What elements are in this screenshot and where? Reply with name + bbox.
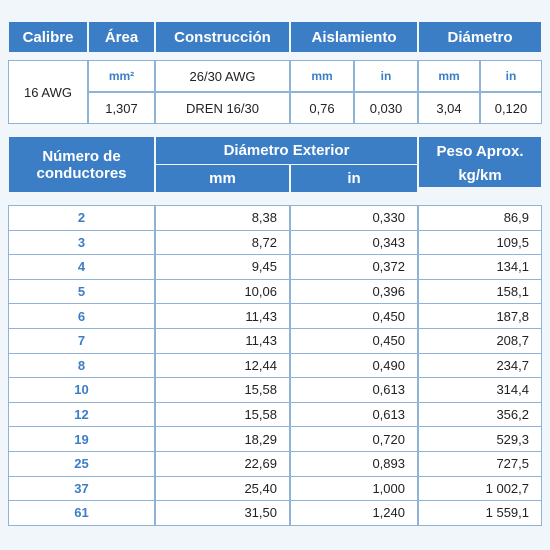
- conductor-count: 5: [8, 278, 155, 305]
- caliber: 16 AWG: [8, 60, 88, 124]
- row-value: 1 559,1: [418, 500, 542, 526]
- conductor-count: 12: [8, 401, 155, 428]
- row-value: 1 002,7: [418, 475, 542, 502]
- insulation-unit: in: [354, 60, 418, 92]
- row-value: 314,4: [418, 377, 542, 403]
- row-value: 31,50: [155, 500, 290, 526]
- conductor-count: 4: [8, 254, 155, 280]
- area-unit: mm²: [88, 60, 155, 92]
- row-value: 234,7: [418, 352, 542, 379]
- conductor-count: 10: [8, 377, 155, 403]
- conductor-count: 2: [8, 205, 155, 231]
- row-value: 727,5: [418, 451, 542, 477]
- weight-unit: kg/km: [419, 163, 541, 187]
- row-value: 134,1: [418, 254, 542, 280]
- insulation-unit: mm: [290, 60, 354, 92]
- conductor-count: 7: [8, 328, 155, 354]
- row-value: 0,450: [290, 328, 418, 354]
- row-value: 0,372: [290, 254, 418, 280]
- spec-header: Construcción: [156, 22, 289, 52]
- row-value: 8,38: [155, 205, 290, 231]
- row-value: 1,000: [290, 475, 418, 502]
- conductor-count: 8: [8, 352, 155, 379]
- conductor-count: 61: [8, 500, 155, 526]
- conductor-count: 3: [8, 229, 155, 256]
- row-value: 158,1: [418, 278, 542, 305]
- spec-header: Área: [89, 22, 154, 52]
- spec-header: Aislamiento: [291, 22, 417, 52]
- row-value: 187,8: [418, 303, 542, 329]
- row-value: 208,7: [418, 328, 542, 354]
- diameter-unit: in: [480, 60, 542, 92]
- area-value: 1,307: [88, 92, 155, 124]
- row-value: 9,45: [155, 254, 290, 280]
- spec-header: Calibre: [9, 22, 87, 52]
- row-value: 15,58: [155, 401, 290, 428]
- conductor-count: 37: [8, 475, 155, 502]
- conductor-count: 6: [8, 303, 155, 329]
- diameter-unit: in: [291, 165, 417, 192]
- row-value: 0,490: [290, 352, 418, 379]
- conductor-count: 19: [8, 426, 155, 452]
- diameter-value: 0,120: [480, 92, 542, 124]
- row-value: 25,40: [155, 475, 290, 502]
- row-value: 8,72: [155, 229, 290, 256]
- row-value: 10,06: [155, 278, 290, 305]
- row-value: 11,43: [155, 328, 290, 354]
- spec-header: Diámetro: [419, 22, 541, 52]
- row-value: 0,613: [290, 401, 418, 428]
- row-value: 18,29: [155, 426, 290, 452]
- row-value: 22,69: [155, 451, 290, 477]
- diameter-header: Diámetro Exterior: [156, 137, 417, 164]
- construction: 26/30 AWG: [155, 60, 290, 92]
- row-value: 0,396: [290, 278, 418, 305]
- row-value: 15,58: [155, 377, 290, 403]
- row-value: 0,893: [290, 451, 418, 477]
- row-value: 12,44: [155, 352, 290, 379]
- row-value: 1,240: [290, 500, 418, 526]
- weight-header: Peso Aprox.: [419, 137, 541, 165]
- insulation-value: 0,76: [290, 92, 354, 124]
- conductor-count: 25: [8, 451, 155, 477]
- row-value: 0,450: [290, 303, 418, 329]
- row-value: 11,43: [155, 303, 290, 329]
- count-header: Número de conductores: [9, 137, 154, 192]
- insulation-value: 0,030: [354, 92, 418, 124]
- diameter-unit: mm: [418, 60, 480, 92]
- construction: DREN 16/30: [155, 92, 290, 124]
- row-value: 109,5: [418, 229, 542, 256]
- row-value: 529,3: [418, 426, 542, 452]
- row-value: 356,2: [418, 401, 542, 428]
- row-value: 0,343: [290, 229, 418, 256]
- row-value: 0,720: [290, 426, 418, 452]
- row-value: 0,330: [290, 205, 418, 231]
- row-value: 86,9: [418, 205, 542, 231]
- row-value: 0,613: [290, 377, 418, 403]
- diameter-value: 3,04: [418, 92, 480, 124]
- diameter-unit: mm: [156, 165, 289, 192]
